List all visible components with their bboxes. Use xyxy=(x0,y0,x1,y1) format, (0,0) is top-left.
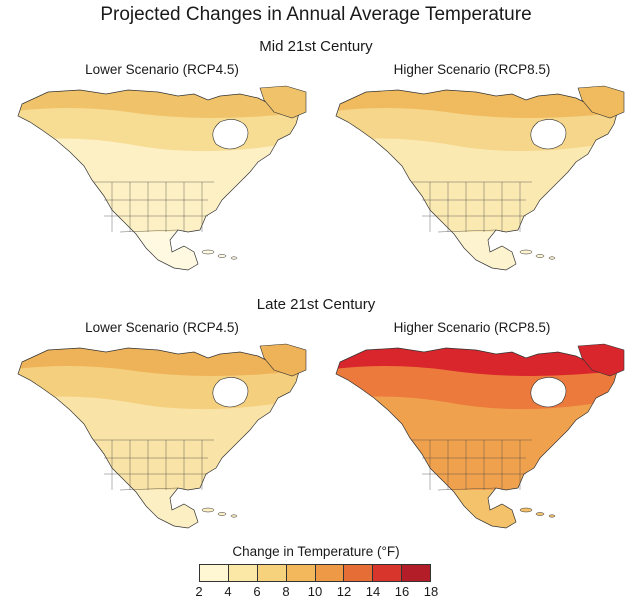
caribbean-islands xyxy=(519,249,556,260)
legend-swatch xyxy=(256,564,286,582)
legend-tick-label: 14 xyxy=(365,584,381,599)
legend-tick-label: 16 xyxy=(394,584,410,599)
continent-outline xyxy=(335,347,619,529)
greenland xyxy=(577,85,625,119)
legend-swatch xyxy=(343,564,373,582)
caribbean-islands xyxy=(201,249,238,260)
map-mid-lower xyxy=(8,82,308,282)
greenland xyxy=(577,343,625,377)
legend-colorbar xyxy=(199,564,431,582)
caribbean-islands xyxy=(519,507,556,518)
state-borders xyxy=(412,181,532,233)
legend-swatch xyxy=(401,564,431,582)
caribbean-islands xyxy=(201,507,238,518)
legend-swatch xyxy=(227,564,257,582)
legend-swatch xyxy=(314,564,344,582)
legend-swatch xyxy=(372,564,402,582)
hudson-bay xyxy=(212,119,249,150)
legend-swatch xyxy=(285,564,315,582)
section-heading-late: Late 21st Century xyxy=(256,296,376,313)
state-borders xyxy=(94,439,214,491)
state-borders xyxy=(412,439,532,491)
legend-tick-label: 2 xyxy=(195,584,203,599)
hudson-bay xyxy=(530,377,567,408)
hudson-bay xyxy=(530,119,567,150)
legend-swatch xyxy=(199,564,228,582)
legend-tick-label: 8 xyxy=(282,584,290,599)
map-late-lower xyxy=(8,340,308,540)
hudson-bay xyxy=(212,377,249,408)
section-heading-mid: Mid 21st Century xyxy=(259,38,373,55)
state-borders xyxy=(94,181,214,233)
legend-tick-label: 12 xyxy=(336,584,352,599)
panel-label-late-higher: Higher Scenario (RCP8.5) xyxy=(393,320,551,335)
continent-outline xyxy=(17,347,301,529)
legend-tick-label: 18 xyxy=(423,584,439,599)
legend-tick-label: 10 xyxy=(307,584,323,599)
legend-tick-label: 4 xyxy=(224,584,232,599)
legend-tick-label: 6 xyxy=(253,584,261,599)
map-late-higher xyxy=(326,340,626,540)
continent-outline xyxy=(17,89,301,271)
panel-label-mid-higher: Higher Scenario (RCP8.5) xyxy=(393,62,551,77)
legend-title: Change in Temperature (°F) xyxy=(232,544,400,559)
panel-label-late-lower: Lower Scenario (RCP4.5) xyxy=(85,320,239,335)
panel-label-mid-lower: Lower Scenario (RCP4.5) xyxy=(85,62,239,77)
greenland xyxy=(259,343,307,377)
map-mid-higher xyxy=(326,82,626,282)
continent-outline xyxy=(335,89,619,271)
figure-title: Projected Changes in Annual Average Temp… xyxy=(100,4,532,25)
greenland xyxy=(259,85,307,119)
